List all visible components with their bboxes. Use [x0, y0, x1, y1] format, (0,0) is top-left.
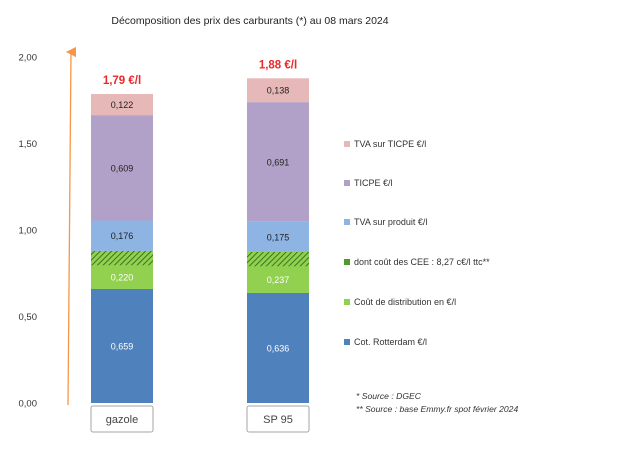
legend-label: Coût de distribution en €/l: [354, 297, 456, 307]
data-label: 0,659: [111, 341, 134, 351]
bar-stack-0: 0,659 0,220 0,176 0,609 0,122 1,79 €/l gazole: [90, 75, 154, 433]
data-label: 0,122: [111, 100, 134, 110]
legend-swatch: [344, 259, 350, 265]
bar-segment: [247, 221, 309, 252]
category-box: [246, 405, 310, 433]
data-label: 0,636: [267, 343, 290, 353]
chart-title: Décomposition des prix des carburants (*…: [111, 15, 388, 27]
legend-item: TVA sur produit €/l: [344, 217, 427, 227]
bar-segment: [247, 78, 309, 103]
bar-segment: [91, 94, 153, 116]
category-label: gazole: [106, 414, 138, 426]
category-box: [90, 405, 154, 433]
bar-segment: [247, 292, 309, 403]
data-label: 0,237: [267, 275, 290, 285]
legend-label: dont coût des CEE : 8,27 c€/l ttc**: [354, 257, 490, 267]
data-label: 0,691: [267, 157, 290, 167]
legend-item: Cot. Rotterdam €/l: [344, 337, 427, 347]
y-tick-label: 0,50: [19, 312, 38, 323]
bar-stack-1: 0,636 0,237 0,175 0,691 0,138 1,88 €/l SP 95: [246, 59, 310, 433]
y-tick-label: 2,00: [19, 53, 38, 64]
data-label: 0,220: [111, 273, 134, 283]
source-note-emmy: ** Source : base Emmy.fr spot février 20…: [356, 404, 519, 414]
data-label: 0,175: [267, 232, 290, 242]
bar-segment: [91, 220, 153, 251]
bar-segment-cee: [91, 250, 153, 266]
data-label: 0,176: [111, 231, 134, 241]
legend-label: TVA sur TICPE €/l: [354, 139, 426, 149]
legend-item: dont coût des CEE : 8,27 c€/l ttc**: [344, 257, 490, 267]
legend-label: TVA sur produit €/l: [354, 217, 427, 227]
legend-item: TVA sur TICPE €/l: [344, 139, 426, 149]
total-label: 1,79 €/l: [103, 75, 141, 87]
legend-swatch: [344, 339, 350, 345]
data-label: 0,609: [111, 163, 134, 173]
y-tick-label: 0,00: [19, 399, 38, 410]
legend-swatch: [344, 141, 350, 147]
bar-segment: [91, 288, 153, 403]
bar-segment: [247, 102, 309, 222]
legend-swatch: [344, 180, 350, 186]
legend-item: TICPE €/l: [344, 178, 393, 188]
bar-segment-cee: [247, 251, 309, 267]
total-label: 1,88 €/l: [259, 59, 297, 71]
y-axis: 0,00 0,50 1,00 1,50 2,00: [19, 53, 38, 410]
data-label: 0,138: [267, 86, 290, 96]
legend-swatch: [344, 219, 350, 225]
y-tick-label: 1,00: [19, 226, 38, 237]
legend-label: TICPE €/l: [354, 178, 393, 188]
legend: TVA sur TICPE €/l TICPE €/l TVA sur produi…: [344, 139, 490, 347]
legend-swatch: [344, 299, 350, 305]
category-label: SP 95: [263, 414, 293, 426]
y-tick-label: 1,50: [19, 139, 38, 150]
legend-label: Cot. Rotterdam €/l: [354, 337, 427, 347]
growth-arrow: [65, 46, 77, 406]
legend-item: Coût de distribution en €/l: [344, 297, 456, 307]
bar-segment: [91, 115, 153, 221]
source-note: * Source : DGEC: [356, 391, 421, 401]
